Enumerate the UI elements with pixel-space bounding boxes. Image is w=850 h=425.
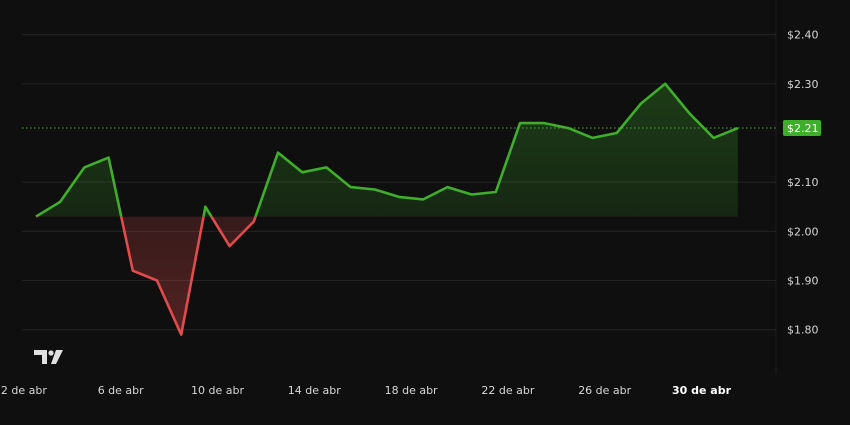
tradingview-logo-dot: [48, 350, 54, 356]
y-tick-label: $2.10: [787, 176, 819, 189]
x-tick-label: 26 de abr: [578, 384, 631, 397]
x-tick-label: 10 de abr: [191, 384, 244, 397]
price-line-up: [35, 82, 739, 217]
y-tick-label: $2.30: [787, 78, 819, 91]
tradingview-logo-mark: [34, 350, 63, 364]
x-axis: 2 de abr 6 de abr 10 de abr 14 de abr 18 de …: [1, 384, 732, 397]
area-fills: [36, 83, 738, 335]
y-tick-label: $2.00: [787, 225, 819, 238]
x-tick-label: 30 de abr: [672, 384, 732, 397]
y-axis: $2.40 $2.30 $2.10 $2.00 $1.90 $1.80 $2.21: [783, 29, 821, 337]
y-tick-label: $2.40: [787, 29, 819, 42]
current-price-label: $2.21: [787, 122, 819, 135]
price-line: [22, 82, 776, 336]
x-tick-label: 6 de abr: [98, 384, 144, 397]
y-tick-label: $1.80: [787, 324, 819, 337]
x-tick-label: 22 de abr: [481, 384, 534, 397]
x-tick-label: 18 de abr: [385, 384, 438, 397]
current-price-badge: [783, 120, 821, 137]
area-above-baseline: [36, 83, 738, 217]
price-line-down: [35, 216, 257, 336]
tradingview-logo: [34, 350, 63, 364]
x-tick-label: 2 de abr: [1, 384, 47, 397]
area-below-baseline: [36, 216, 738, 335]
y-tick-label: $1.90: [787, 275, 819, 288]
x-tick-label: 14 de abr: [288, 384, 341, 397]
